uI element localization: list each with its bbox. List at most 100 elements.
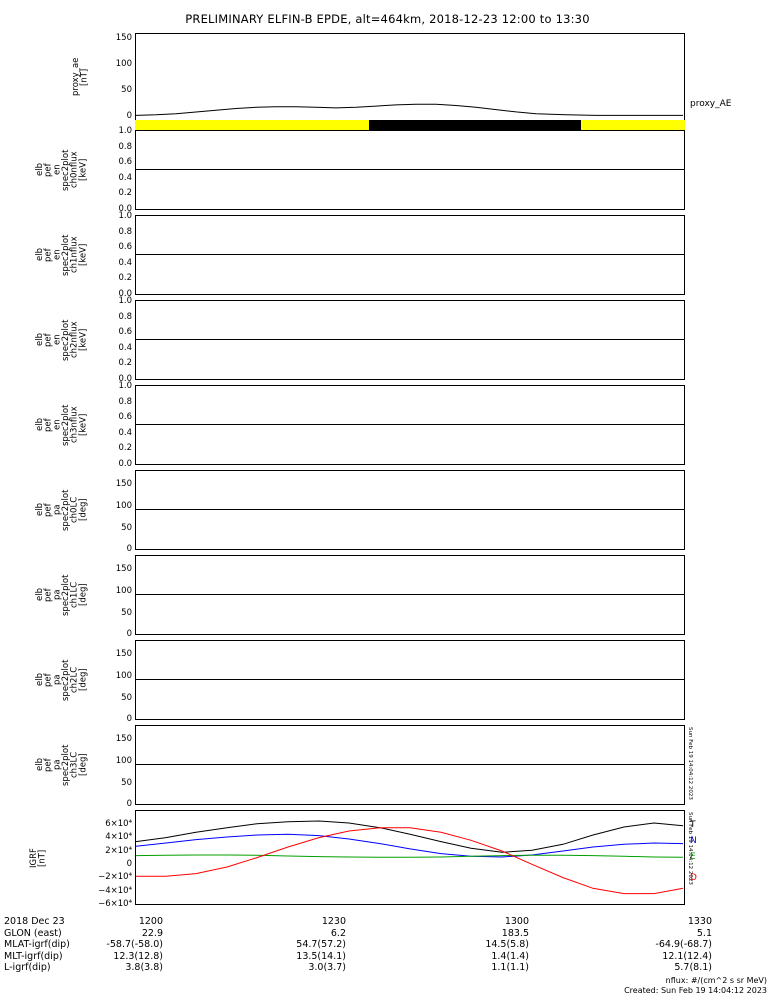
- panel-epde-pa-ch1-axis-title: elb pef pa spec2plot ch1LC [deg]: [35, 574, 89, 616]
- panel-epde-en-ch0: [135, 130, 685, 210]
- x-value: 6.2: [330, 927, 346, 939]
- x-axis-row-label: L-igrf(dip): [4, 962, 51, 973]
- ytick: 0.0: [118, 459, 132, 469]
- igrf-legend-N: N: [690, 836, 697, 846]
- ytick: 0.0: [118, 204, 132, 214]
- ytick: 0: [126, 859, 132, 869]
- ytick: 1.0: [118, 296, 132, 306]
- x-axis-labels: 2018 Dec 23 1200 1230 1300 1330 GLON (ea…: [0, 916, 775, 974]
- x-value: 22.9: [141, 927, 163, 939]
- panel-igrf-yticks: 6×10⁴ 4×10⁴ 2×10⁴ 0 −2×10⁴ −4×10⁴ −6×10⁴: [0, 810, 135, 909]
- igrf-legend-E: E: [690, 852, 696, 862]
- ytick: 1.0: [118, 126, 132, 136]
- panel-epde-pa-ch0-axis-title: elb pef pa spec2plot ch0LC [deg]: [35, 489, 89, 531]
- ytick: 50: [121, 607, 132, 618]
- ytick: 50: [121, 692, 132, 703]
- x-value: 183.5: [501, 927, 529, 939]
- ytick: 50: [121, 522, 132, 533]
- ytick: 0.6: [118, 157, 132, 168]
- x-tick-label: 1230: [321, 916, 346, 927]
- ytick: 100: [115, 500, 132, 511]
- panel-epde-en-ch1-axis-title: elb pef en spec2plot ch1nflux [keV]: [35, 234, 89, 276]
- panel-epde-en-ch1-yticks: 1.0 0.8 0.6 0.4 0.2 0.0: [0, 211, 135, 299]
- ytick: 0.8: [118, 311, 132, 322]
- ytick: 0: [126, 544, 132, 554]
- panel-proxy-ae: [135, 33, 685, 121]
- igrf-legend-T: T: [690, 820, 696, 830]
- ytick: 0: [126, 799, 132, 809]
- ytick: 0.2: [118, 443, 132, 454]
- ytick: 0: [126, 111, 132, 121]
- x-value: 12.1(12.4): [662, 950, 712, 962]
- x-axis-row-label: MLT-igrf(dip): [4, 950, 63, 962]
- x-value: 13.5(14.1): [296, 950, 346, 962]
- panel-epde-en-ch3-axis-title: elb pef en spec2plot ch3nflux [keV]: [35, 404, 89, 446]
- x-value: 1.4(1.4): [491, 950, 529, 962]
- panel-epde-pa-ch2-axis-title: elb pef pa spec2plot ch2LC [deg]: [35, 659, 89, 701]
- panel-epde-pa-ch3-timestamp: Sun Feb 19 14:04:12 2023: [687, 727, 693, 800]
- panel-epde-pa-ch2-yticks: 150 100 50 0: [0, 640, 135, 725]
- panel-epde-en-ch3: [135, 385, 685, 465]
- ytick: 4×10⁴: [105, 832, 132, 843]
- page-title: PRELIMINARY ELFIN-B EPDE, alt=464km, 201…: [185, 12, 590, 26]
- data-coverage-bar: [135, 120, 685, 130]
- panel-proxy-ae-yticks: 150 100 50 0: [0, 33, 135, 121]
- ytick: 0.6: [118, 327, 132, 338]
- panel-proxy-ae-axis-title: proxy_ae [nT]: [71, 57, 90, 97]
- ytick: 1.0: [118, 211, 132, 221]
- ytick: 150: [115, 648, 132, 659]
- panel-igrf-plot: [136, 820, 684, 895]
- panel-igrf: [135, 810, 685, 905]
- x-axis-row-label: GLON (east): [4, 927, 62, 939]
- x-axis-row-glon: GLON (east) 22.9 6.2 183.5 5.1: [0, 928, 775, 940]
- x-value: 5.1: [696, 927, 712, 939]
- panel-epde-pa-ch0: [135, 470, 685, 550]
- ytick: 6×10⁴: [105, 819, 132, 829]
- ytick: 0.4: [118, 172, 132, 183]
- x-value: 1.1(1.1): [491, 962, 529, 973]
- panel-epde-en-ch0-yticks: 1.0 0.8 0.6 0.4 0.2 0.0: [0, 126, 135, 214]
- ytick: 0.4: [118, 257, 132, 268]
- x-axis-row-mlat: MLAT-igrf(dip) -58.7(-58.0) 54.7(57.2) 1…: [0, 939, 775, 951]
- panel-epde-en-ch3-yticks: 1.0 0.8 0.6 0.4 0.2 0.0: [0, 381, 135, 469]
- panel-epde-pa-ch3-axis-title: elb pef pa spec2plot ch3LC [deg]: [35, 744, 89, 786]
- ytick: 50: [121, 777, 132, 788]
- ytick: 0.2: [118, 358, 132, 369]
- ytick: 100: [115, 59, 132, 69]
- ytick: 100: [115, 755, 132, 766]
- ytick: 2×10⁴: [105, 845, 132, 856]
- ytick: −6×10⁴: [98, 899, 132, 909]
- x-axis-row-l: L-igrf(dip) 3.8(3.8) 3.0(3.7) 1.1(1.1) 5…: [0, 962, 775, 974]
- ytick: −4×10⁴: [98, 885, 132, 896]
- ytick: 150: [115, 733, 132, 744]
- ytick: 0.8: [118, 141, 132, 152]
- x-tick-label: 1330: [687, 916, 712, 927]
- ytick: 100: [115, 670, 132, 681]
- ytick: 0.2: [118, 273, 132, 284]
- x-axis-row-label: MLAT-igrf(dip): [4, 939, 70, 950]
- panel-epde-pa-ch3: [135, 725, 685, 805]
- ytick: 0.6: [118, 412, 132, 423]
- panel-epde-en-ch2: [135, 300, 685, 380]
- x-axis-row-time: 2018 Dec 23 1200 1230 1300 1330: [0, 916, 775, 928]
- x-value: 14.5(5.8): [485, 939, 529, 950]
- panel-epde-en-ch2-yticks: 1.0 0.8 0.6 0.4 0.2 0.0: [0, 296, 135, 384]
- ytick: 150: [115, 33, 132, 43]
- igrf-legend-D: D: [690, 873, 697, 883]
- panel-epde-pa-ch1-yticks: 150 100 50 0: [0, 555, 135, 640]
- footer-note: nflux: #/(cm^2 s sr MeV) Created: Sun Fe…: [624, 976, 767, 995]
- panel-epde-pa-ch3-yticks: 150 100 50 0: [0, 725, 135, 810]
- ytick: 0.8: [118, 226, 132, 237]
- panel-epde-en-ch0-axis-title: elb pef en spec2plot ch0nflux [keV]: [35, 149, 89, 191]
- x-value: 3.0(3.7): [308, 962, 346, 973]
- panel-igrf-timestamp: Sun Feb 19 14:04:12 2023: [687, 812, 693, 885]
- panel-igrf-axis-title: IGRF [nT]: [29, 848, 48, 868]
- panel-epde-pa-ch0-yticks: 150 100 50 0: [0, 470, 135, 555]
- panel-epde-pa-ch1: [135, 555, 685, 635]
- ytick: 0.8: [118, 396, 132, 407]
- x-value: 54.7(57.2): [296, 939, 346, 950]
- ytick: 150: [115, 563, 132, 574]
- panel-epde-en-ch2-axis-title: elb pef en spec2plot ch2nflux [keV]: [35, 319, 89, 361]
- ytick: 100: [115, 585, 132, 596]
- x-axis-row-label: 2018 Dec 23: [4, 916, 65, 927]
